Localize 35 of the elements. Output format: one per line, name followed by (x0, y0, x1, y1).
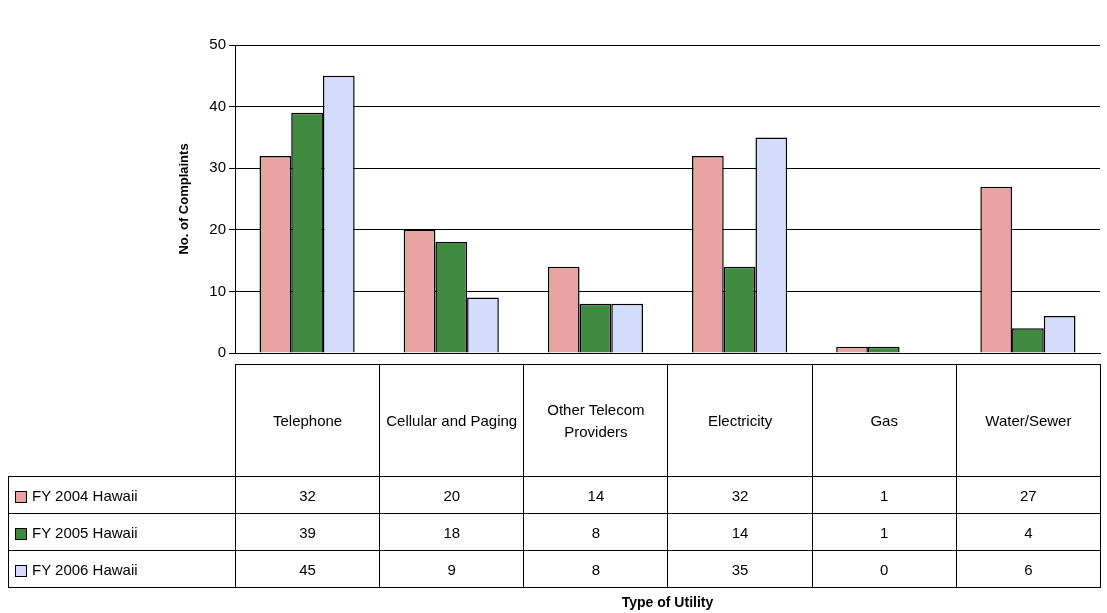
y-tick-label: 50 (209, 35, 226, 53)
data-label: 32 (667, 476, 813, 514)
x-tick-label: Cellular and Paging (379, 364, 524, 477)
legend-label: FY 2006 Hawaii (32, 560, 138, 578)
data-label: 1 (812, 513, 957, 551)
data-label: 8 (523, 550, 668, 588)
data-label: 35 (667, 550, 813, 588)
data-label: 18 (379, 513, 524, 551)
data-label: 20 (379, 476, 524, 514)
legend-label: FY 2005 Hawaii (32, 523, 138, 541)
data-label: 0 (812, 550, 957, 588)
x-tick-label: Water/Sewer (956, 364, 1101, 477)
data-label: 9 (379, 550, 524, 588)
data-label: 45 (235, 550, 380, 588)
data-label: 8 (523, 513, 668, 551)
data-label: 39 (235, 513, 380, 551)
x-tick-label: Telephone (235, 364, 380, 477)
data-label: 14 (667, 513, 813, 551)
data-label: 4 (956, 513, 1101, 551)
y-tick-label: 30 (209, 158, 226, 176)
x-tick-label: Other Telecom Providers (523, 364, 668, 477)
y-tick-label: 0 (217, 343, 226, 361)
y-tick-label: 10 (209, 281, 226, 299)
data-label: 32 (235, 476, 380, 514)
data-label: 14 (523, 476, 668, 514)
text: Type of Utility (620, 594, 715, 610)
y-tick-label: 40 (209, 96, 226, 114)
data-label: 1 (812, 476, 957, 514)
legend-label: FY 2004 Hawaii (32, 486, 138, 504)
y-axis-title: No. of Complaints (176, 143, 192, 255)
data-label: 6 (956, 550, 1101, 588)
y-tick-label: 20 (209, 219, 226, 237)
x-tick-label: Gas (812, 364, 957, 477)
data-label: 27 (956, 476, 1101, 514)
x-tick-label: Electricity (667, 364, 813, 477)
